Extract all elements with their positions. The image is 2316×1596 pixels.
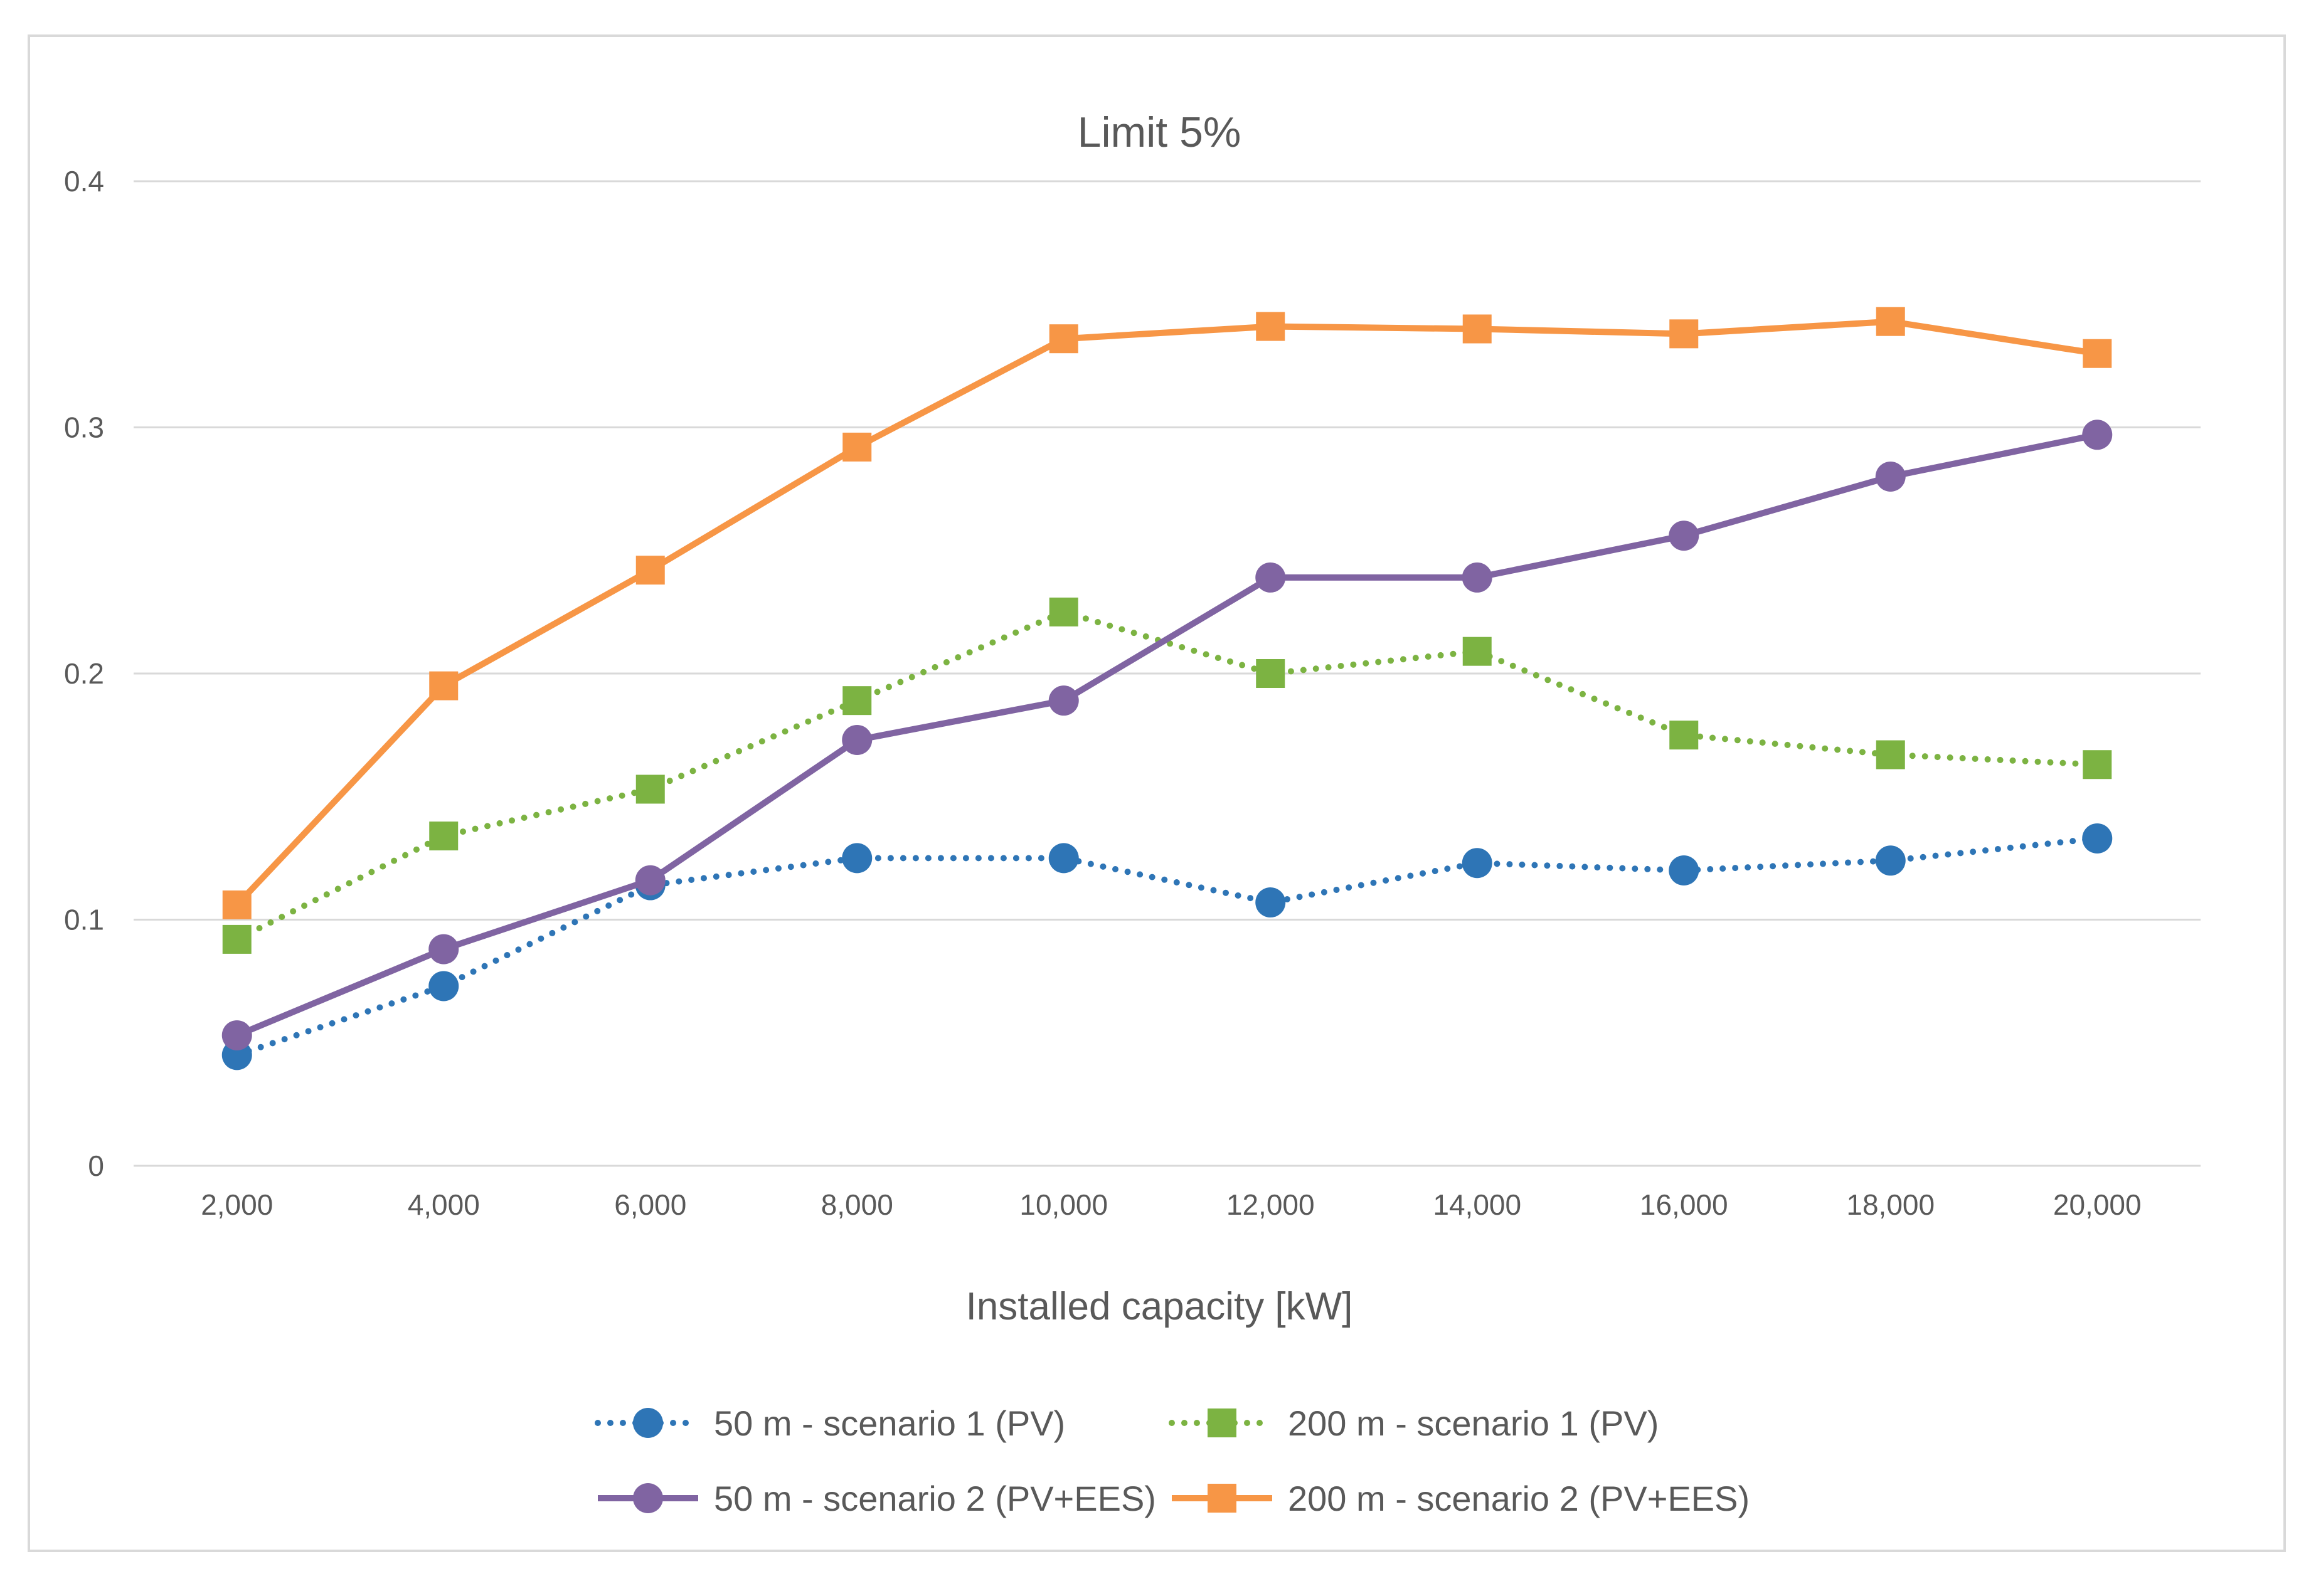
x-tick-label: 14,000	[1433, 1188, 1521, 1221]
data-point	[2082, 823, 2113, 853]
data-point	[635, 865, 666, 896]
x-axis-tick-labels: 2,000 4,000 6,000 8,000 10,000 12,000 14,000 16…	[201, 1188, 2141, 1221]
data-point	[222, 890, 252, 919]
data-point	[1462, 637, 1492, 666]
legend-marker-swatch	[633, 1408, 663, 1438]
data-point	[842, 432, 872, 462]
line-chart: Limit 5% 0 0.1 0.2 0.3 0.4 2,000 4,000 6,000 8,…	[64, 108, 2201, 1518]
legend: 50 m - scenario 1 (PV) 200 m - scenario 1…	[595, 1403, 1750, 1518]
legend-item: 50 m - scenario 1 (PV)	[595, 1403, 1065, 1443]
y-tick-label: 0.4	[64, 165, 104, 198]
legend-label: 50 m - scenario 1 (PV)	[714, 1403, 1065, 1443]
x-tick-label: 20,000	[2053, 1188, 2142, 1221]
data-point	[2083, 750, 2112, 780]
x-tick-label: 6,000	[614, 1188, 686, 1221]
x-tick-label: 18,000	[1846, 1188, 1935, 1221]
data-point	[1048, 685, 1079, 716]
data-point	[1048, 843, 1079, 874]
data-point	[635, 774, 665, 804]
data-point	[221, 1020, 252, 1050]
data-point	[1669, 319, 1699, 349]
data-point	[1669, 521, 1699, 551]
data-point	[1256, 659, 1285, 688]
y-tick-label: 0.2	[64, 657, 104, 690]
data-point	[1462, 562, 1492, 593]
data-point	[1876, 307, 1905, 336]
series-line	[235, 431, 2098, 1038]
series-line	[233, 608, 2101, 943]
x-tick-label: 12,000	[1226, 1188, 1315, 1221]
data-point	[842, 724, 873, 755]
data-point	[1255, 562, 1286, 593]
data-point	[1256, 312, 1285, 341]
series-2	[222, 597, 2112, 954]
gridlines	[134, 180, 2201, 1167]
data-point	[1875, 845, 1906, 876]
y-tick-label: 0.1	[64, 904, 104, 936]
legend-label: 50 m - scenario 2 (PV+EES)	[714, 1479, 1156, 1518]
x-axis-title: Installed capacity [kW]	[966, 1285, 1353, 1328]
x-tick-label: 10,000	[1019, 1188, 1108, 1221]
data-point	[842, 843, 873, 874]
data-point	[2083, 339, 2112, 368]
legend-marker-swatch	[633, 1483, 663, 1513]
series-line	[233, 835, 2101, 1059]
data-point	[2082, 420, 2113, 450]
series-4	[222, 307, 2112, 919]
legend-item: 50 m - scenario 2 (PV+EES)	[598, 1479, 1156, 1518]
chart-frame: Limit 5% 0 0.1 0.2 0.3 0.4 2,000 4,000 6,000 8,…	[28, 34, 2286, 1552]
legend-label: 200 m - scenario 2 (PV+EES)	[1288, 1479, 1750, 1518]
chart-title: Limit 5%	[1078, 108, 1241, 156]
series-1	[221, 823, 2113, 1070]
data-point	[428, 971, 459, 1001]
legend-label: 200 m - scenario 1 (PV)	[1288, 1403, 1659, 1443]
data-point	[1462, 848, 1492, 879]
data-point	[1875, 462, 1906, 492]
data-point	[222, 924, 252, 954]
data-point	[1669, 721, 1699, 750]
x-tick-label: 8,000	[821, 1188, 893, 1221]
data-point	[428, 934, 459, 964]
data-point	[1876, 740, 1905, 769]
data-point	[1255, 887, 1286, 918]
legend-marker-swatch	[1208, 1484, 1236, 1513]
x-tick-label: 16,000	[1640, 1188, 1728, 1221]
series-layer	[221, 307, 2113, 1070]
y-tick-label: 0.3	[64, 411, 104, 444]
data-point	[429, 822, 459, 851]
data-point	[1669, 855, 1699, 885]
y-tick-label: 0	[88, 1149, 104, 1182]
y-axis-tick-labels: 0 0.1 0.2 0.3 0.4	[64, 165, 104, 1182]
data-point	[1462, 314, 1492, 344]
data-point	[842, 686, 872, 716]
series-line	[235, 318, 2098, 907]
legend-item: 200 m - scenario 2 (PV+EES)	[1172, 1479, 1750, 1518]
data-point	[429, 671, 459, 700]
data-point	[635, 556, 665, 585]
legend-marker-swatch	[1208, 1408, 1236, 1437]
data-point	[1049, 324, 1078, 354]
legend-item: 200 m - scenario 1 (PV)	[1169, 1403, 1659, 1443]
series-3	[221, 420, 2113, 1050]
x-tick-label: 2,000	[201, 1188, 273, 1221]
data-point	[1049, 597, 1078, 626]
x-tick-label: 4,000	[408, 1188, 480, 1221]
